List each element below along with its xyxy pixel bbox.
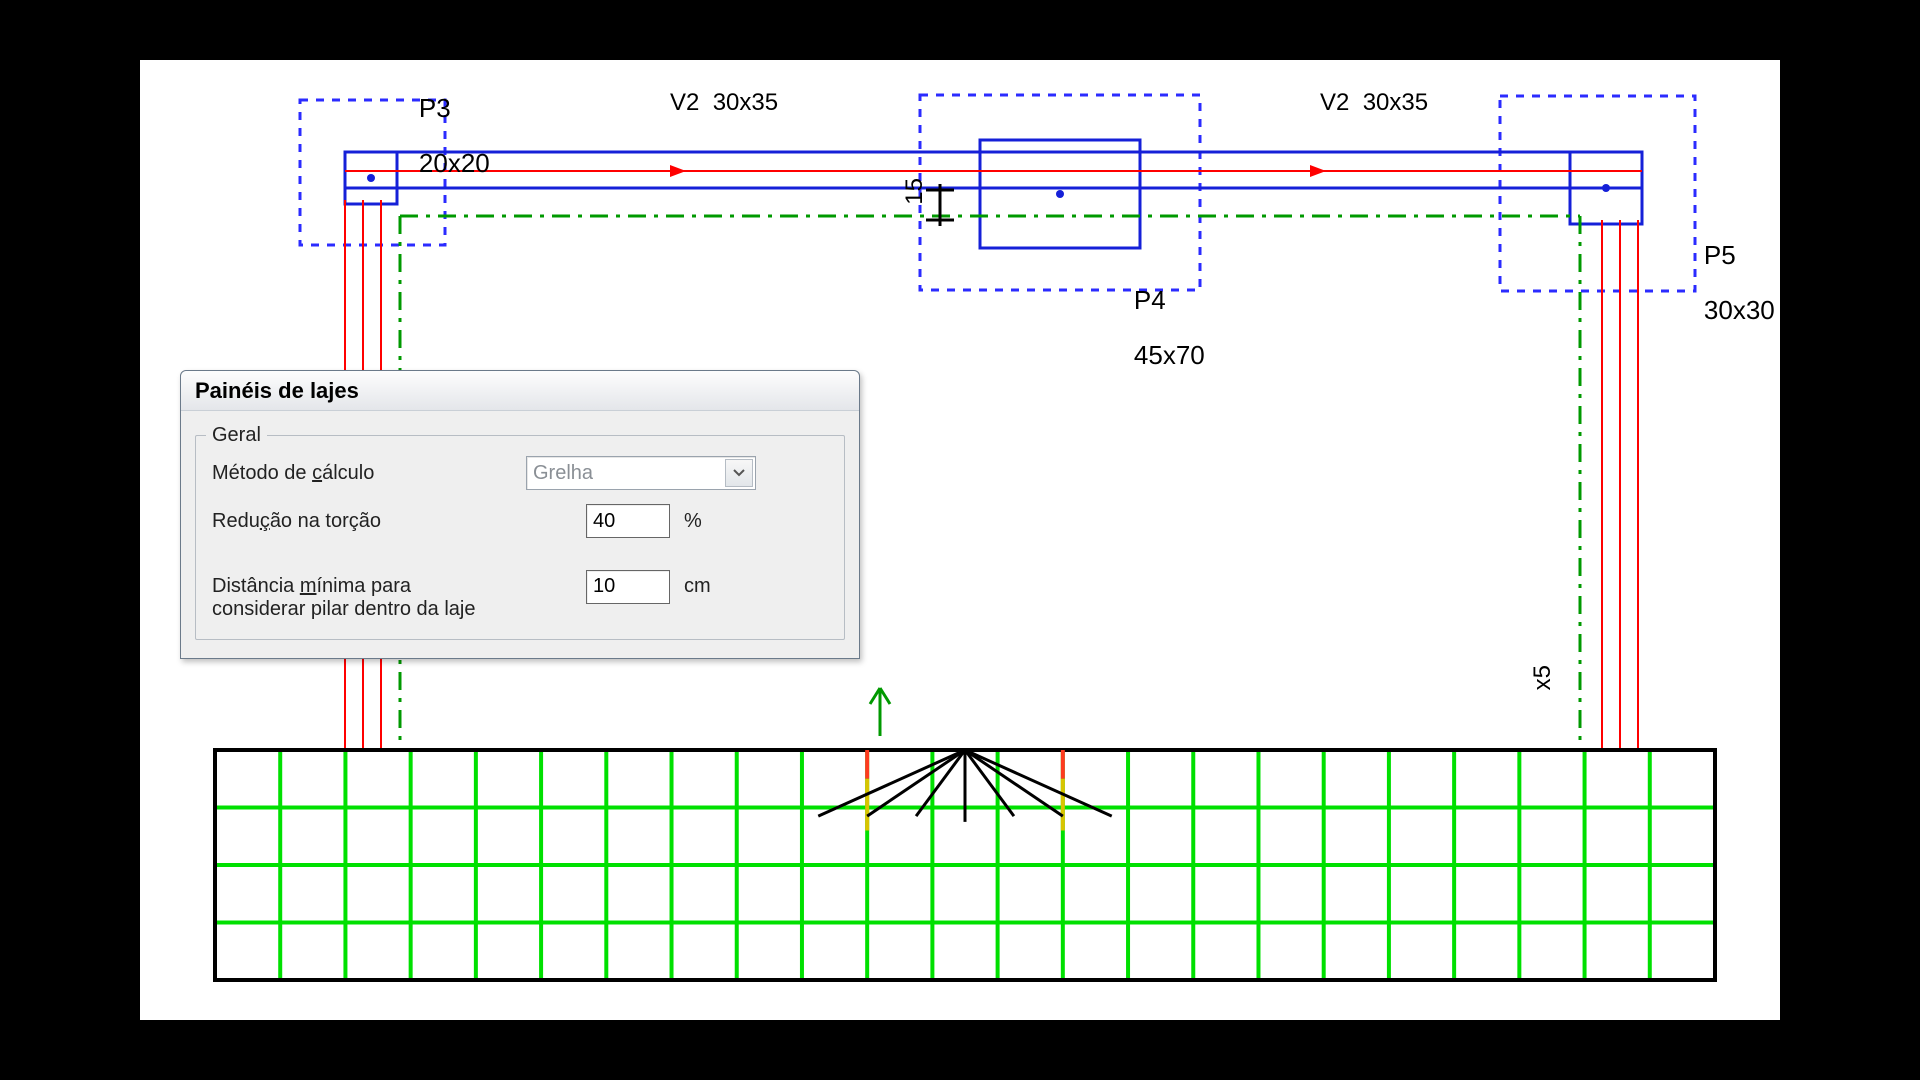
dim-x5: x5 — [1530, 665, 1555, 690]
label-v2-a: V2 30x35 — [670, 90, 778, 115]
label-distancia: Distância mínima para considerar pilar d… — [212, 552, 572, 621]
select-metodo-value: Grelha — [533, 462, 593, 485]
dialog-paineis-de-lajes: Painéis de lajes Geral Método de cálculo… — [180, 370, 860, 659]
label-p3: P3 20x20 — [390, 68, 490, 204]
groupbox-geral: Geral Método de cálculo Grelha Redução — [195, 435, 845, 640]
input-distancia[interactable] — [586, 570, 670, 604]
dim-15: 15 — [902, 178, 927, 205]
groupbox-legend: Geral — [206, 424, 267, 447]
label-metodo: Método de cálculo — [212, 462, 512, 485]
unit-percent: % — [684, 510, 702, 533]
input-reducao[interactable] — [586, 504, 670, 538]
label-v2-b: V2 30x35 — [1320, 90, 1428, 115]
chevron-down-icon[interactable] — [725, 459, 753, 487]
label-p4: P4 45x70 — [1105, 260, 1205, 396]
select-metodo[interactable]: Grelha — [526, 456, 756, 490]
label-p5: P5 30x30 — [1675, 215, 1775, 351]
drawing-canvas: P3 20x20 V2 30x35 V2 30x35 P4 45x70 P5 3… — [140, 60, 1780, 1020]
dialog-title: Painéis de lajes — [181, 371, 859, 411]
label-reducao: Redução na torção — [212, 510, 572, 533]
unit-cm: cm — [684, 575, 711, 598]
